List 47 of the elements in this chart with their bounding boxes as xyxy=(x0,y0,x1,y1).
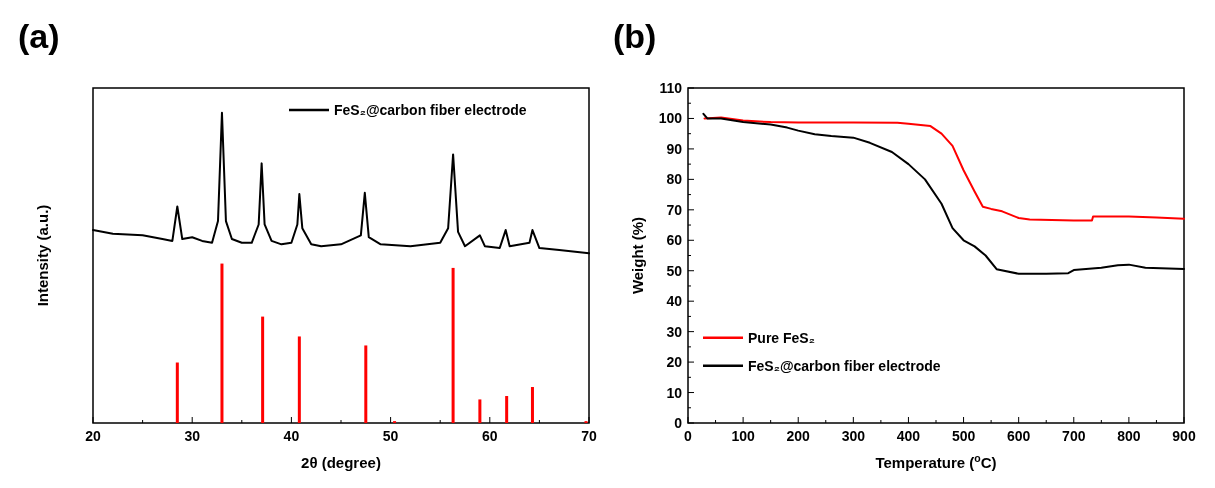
x-tick-label: 60 xyxy=(482,428,498,444)
legend-label: Pure FeS₂ xyxy=(748,329,815,346)
bar xyxy=(451,267,455,423)
y-tick-label: 10 xyxy=(666,384,683,401)
y-tick-label: 70 xyxy=(666,201,683,218)
y-tick-label: 40 xyxy=(666,293,683,310)
x-tick-label: 70 xyxy=(581,428,597,444)
x-tick-label: 400 xyxy=(896,428,921,444)
bar xyxy=(364,345,368,423)
bar xyxy=(261,316,265,423)
y-tick-label: 0 xyxy=(674,415,683,431)
legend-label: FeS₂@carbon fiber electrode xyxy=(748,357,941,374)
y-tick-label: 110 xyxy=(659,80,683,96)
bar xyxy=(530,387,534,423)
line-series xyxy=(703,116,1185,222)
y-tick-label: 80 xyxy=(666,171,683,188)
y-axis-title: Weight (%) xyxy=(629,216,646,295)
x-tick-label: 800 xyxy=(1117,428,1141,444)
x-tick-label: 900 xyxy=(1172,428,1196,444)
x-tick-label: 40 xyxy=(283,428,300,444)
chart-title: (a) xyxy=(18,17,60,55)
y-tick-label: 60 xyxy=(666,232,683,249)
bar xyxy=(478,399,482,423)
x-tick-label: 0 xyxy=(684,428,693,444)
bar xyxy=(175,362,179,423)
y-axis-title: Intensity (a.u.) xyxy=(34,204,51,307)
bar xyxy=(220,263,224,423)
y-tick-label: 100 xyxy=(658,110,683,127)
y-tick-label: 30 xyxy=(666,323,683,340)
bar xyxy=(297,336,301,423)
x-tick-label: 50 xyxy=(382,428,399,444)
x-axis-title: 2θ (degree) xyxy=(301,454,381,471)
y-tick-label: 50 xyxy=(666,262,683,279)
x-tick-label: 300 xyxy=(841,428,866,444)
x-axis-title: Temperature ($^{o}$C) xyxy=(875,452,997,471)
x-tick-label: 600 xyxy=(1006,428,1031,444)
x-tick-label: 700 xyxy=(1062,428,1086,444)
bar xyxy=(505,396,509,423)
x-tick-label: 30 xyxy=(184,428,201,444)
legend-label: FeS₂@carbon fiber electrode xyxy=(334,102,527,118)
x-tick-label: 100 xyxy=(731,428,755,444)
y-tick-label: 20 xyxy=(666,354,683,371)
x-tick-label: 200 xyxy=(786,428,811,444)
chart-title: (b) xyxy=(613,17,657,55)
x-tick-label: 20 xyxy=(85,428,101,444)
x-tick-label: 500 xyxy=(951,428,976,444)
y-tick-label: 90 xyxy=(666,140,683,157)
